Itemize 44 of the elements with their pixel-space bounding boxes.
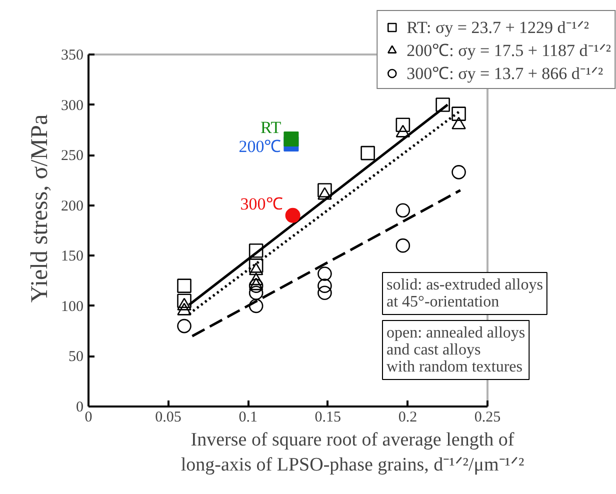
x-tick-label: 0.05: [155, 410, 182, 426]
annotation: open: annealed alloys and cast alloys with random textures: [386, 324, 526, 376]
series-label: 300℃: [240, 194, 283, 214]
point: [248, 298, 264, 314]
x-tick-label: 0.1: [238, 410, 258, 426]
series-label: RT: [260, 118, 282, 137]
point: [177, 318, 192, 334]
point: [284, 131, 299, 146]
point: [248, 278, 264, 293]
y-tick-label: 50: [68, 349, 84, 366]
point: [360, 146, 375, 160]
point: [396, 118, 410, 132]
point: [318, 266, 332, 281]
point: [248, 243, 264, 258]
x-tick-label: 0.25: [474, 410, 501, 426]
y-tick-label: 200: [61, 198, 84, 214]
y-tick-label: 350: [61, 48, 84, 64]
point: [396, 203, 410, 218]
point: [285, 208, 300, 223]
y-tick-label: 150: [61, 248, 84, 265]
legend-label: 200℃: σy = 17.5 + 1187 d⁻¹ᐟ²: [406, 40, 611, 61]
y-tick-label: 250: [61, 148, 84, 164]
legend-label: RT: σy = 23.7 + 1229 d⁻¹ᐟ²: [406, 17, 589, 38]
annotation: solid: as-extruded alloys at 45°-orientation: [386, 276, 543, 310]
y-tick-label: 300: [61, 98, 84, 114]
point: [248, 286, 264, 300]
point: [396, 238, 410, 253]
x-axis-title: Inverse of square root of average length of long-axis of LPSO-phase grains, d⁻¹ᐟ²/μm⁻¹ᐟ²: [180, 430, 524, 476]
y-tick-label: 0: [76, 400, 84, 416]
point: [452, 165, 466, 180]
x-tick-label: 0.15: [314, 410, 342, 426]
point: [452, 106, 466, 121]
point: [318, 183, 332, 198]
point: [177, 278, 192, 293]
x-tick-label: 0.2: [398, 410, 418, 426]
legend-label: 300℃: σy = 13.7 + 866 d⁻¹ᐟ²: [406, 63, 604, 84]
series-label: 200℃: [238, 137, 282, 156]
point: [318, 278, 332, 293]
point: [248, 258, 264, 273]
point: [436, 98, 450, 112]
y-tick-label: 100: [61, 298, 84, 315]
y-axis-title: Yield stress, σ/MPa: [27, 114, 53, 303]
point: [318, 286, 332, 300]
point: [177, 294, 192, 308]
